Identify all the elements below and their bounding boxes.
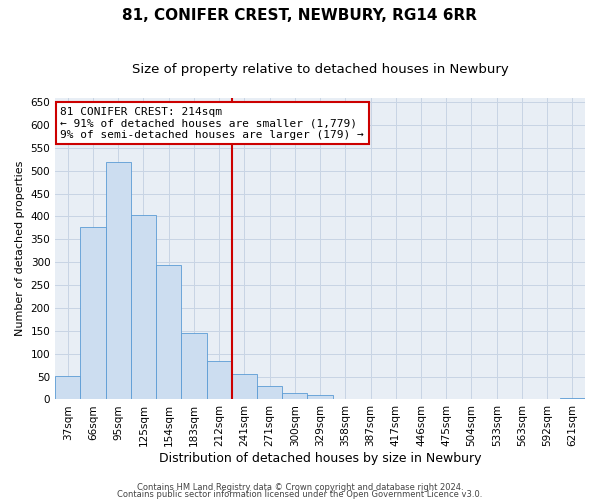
Text: Contains HM Land Registry data © Crown copyright and database right 2024.: Contains HM Land Registry data © Crown c… <box>137 484 463 492</box>
Bar <box>307 395 332 400</box>
Bar <box>55 376 80 400</box>
Bar <box>181 332 206 400</box>
Bar <box>232 374 257 400</box>
Bar <box>560 398 585 400</box>
Bar <box>257 386 282 400</box>
Bar <box>131 214 156 400</box>
Bar <box>282 392 307 400</box>
Text: 81, CONIFER CREST, NEWBURY, RG14 6RR: 81, CONIFER CREST, NEWBURY, RG14 6RR <box>122 8 478 22</box>
Text: 81 CONIFER CREST: 214sqm
← 91% of detached houses are smaller (1,779)
9% of semi: 81 CONIFER CREST: 214sqm ← 91% of detach… <box>61 106 364 140</box>
Y-axis label: Number of detached properties: Number of detached properties <box>15 161 25 336</box>
X-axis label: Distribution of detached houses by size in Newbury: Distribution of detached houses by size … <box>159 452 481 465</box>
Bar <box>206 362 232 400</box>
Text: Contains public sector information licensed under the Open Government Licence v3: Contains public sector information licen… <box>118 490 482 499</box>
Title: Size of property relative to detached houses in Newbury: Size of property relative to detached ho… <box>132 62 508 76</box>
Bar <box>80 226 106 400</box>
Bar <box>156 266 181 400</box>
Bar <box>106 162 131 400</box>
